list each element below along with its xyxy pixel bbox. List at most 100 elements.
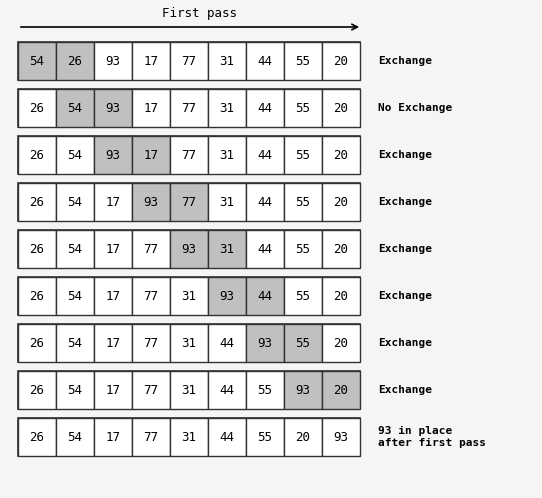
Bar xyxy=(56,230,94,268)
Bar xyxy=(246,183,284,221)
Bar xyxy=(322,324,360,362)
Text: Exchange: Exchange xyxy=(378,244,432,254)
Bar xyxy=(208,418,246,456)
Text: Exchange: Exchange xyxy=(378,291,432,301)
Bar xyxy=(132,324,170,362)
Text: 26: 26 xyxy=(29,337,44,350)
Text: Exchange: Exchange xyxy=(378,338,432,348)
Text: 44: 44 xyxy=(220,337,235,350)
Text: 77: 77 xyxy=(144,337,158,350)
Text: 93: 93 xyxy=(106,148,120,161)
Text: 54: 54 xyxy=(68,383,82,396)
Bar xyxy=(132,136,170,174)
Bar xyxy=(132,371,170,409)
Bar xyxy=(94,277,132,315)
Bar xyxy=(170,230,208,268)
Text: 54: 54 xyxy=(68,102,82,115)
Text: Exchange: Exchange xyxy=(378,197,432,207)
Bar xyxy=(18,418,360,456)
Text: 93: 93 xyxy=(106,102,120,115)
Text: 17: 17 xyxy=(106,243,120,255)
Text: 55: 55 xyxy=(257,430,273,444)
Text: 17: 17 xyxy=(144,54,158,68)
Bar xyxy=(94,89,132,127)
Bar xyxy=(246,324,284,362)
Text: 55: 55 xyxy=(295,102,311,115)
Bar xyxy=(170,418,208,456)
Text: 26: 26 xyxy=(68,54,82,68)
Text: 31: 31 xyxy=(220,243,235,255)
Text: 31: 31 xyxy=(182,337,197,350)
Text: 44: 44 xyxy=(257,54,273,68)
Text: 77: 77 xyxy=(182,102,197,115)
Bar xyxy=(322,418,360,456)
Text: 54: 54 xyxy=(68,243,82,255)
Bar xyxy=(18,277,56,315)
Bar xyxy=(18,230,56,268)
Text: 77: 77 xyxy=(144,243,158,255)
Text: 54: 54 xyxy=(68,430,82,444)
Text: 20: 20 xyxy=(333,383,349,396)
Text: 44: 44 xyxy=(257,148,273,161)
Bar xyxy=(56,136,94,174)
Bar xyxy=(208,183,246,221)
Text: 17: 17 xyxy=(106,337,120,350)
Text: 77: 77 xyxy=(182,54,197,68)
Text: Exchange: Exchange xyxy=(378,150,432,160)
Bar xyxy=(132,183,170,221)
Bar xyxy=(322,277,360,315)
Text: 44: 44 xyxy=(257,243,273,255)
Text: 55: 55 xyxy=(295,54,311,68)
Text: 93: 93 xyxy=(182,243,197,255)
Text: 93: 93 xyxy=(295,383,311,396)
Text: 93 in place
after first pass: 93 in place after first pass xyxy=(378,426,486,448)
Text: 26: 26 xyxy=(29,243,44,255)
Bar xyxy=(18,42,56,80)
Bar xyxy=(18,42,360,80)
Text: 55: 55 xyxy=(295,148,311,161)
Bar xyxy=(56,324,94,362)
Text: 17: 17 xyxy=(144,148,158,161)
Text: 31: 31 xyxy=(220,54,235,68)
Text: 93: 93 xyxy=(333,430,349,444)
Bar xyxy=(284,418,322,456)
Bar xyxy=(246,136,284,174)
Text: 44: 44 xyxy=(220,383,235,396)
Bar xyxy=(94,183,132,221)
Text: 26: 26 xyxy=(29,383,44,396)
Bar xyxy=(170,183,208,221)
Text: 17: 17 xyxy=(106,430,120,444)
Bar xyxy=(284,42,322,80)
Text: 31: 31 xyxy=(182,430,197,444)
Bar xyxy=(208,42,246,80)
Bar xyxy=(284,230,322,268)
Text: 20: 20 xyxy=(333,102,349,115)
Bar xyxy=(284,277,322,315)
Bar xyxy=(284,136,322,174)
Text: 54: 54 xyxy=(68,196,82,209)
Bar xyxy=(56,418,94,456)
Text: 55: 55 xyxy=(295,196,311,209)
Bar xyxy=(132,230,170,268)
Bar xyxy=(322,136,360,174)
Bar xyxy=(170,371,208,409)
Text: 93: 93 xyxy=(220,289,235,302)
Text: 31: 31 xyxy=(220,196,235,209)
Bar xyxy=(18,418,56,456)
Text: 93: 93 xyxy=(144,196,158,209)
Text: 44: 44 xyxy=(257,196,273,209)
Text: 20: 20 xyxy=(295,430,311,444)
Text: 20: 20 xyxy=(333,148,349,161)
Bar xyxy=(56,277,94,315)
Text: 44: 44 xyxy=(257,289,273,302)
Bar xyxy=(18,136,360,174)
Text: 54: 54 xyxy=(68,148,82,161)
Bar xyxy=(170,324,208,362)
Bar xyxy=(132,277,170,315)
Bar xyxy=(170,89,208,127)
Text: 44: 44 xyxy=(220,430,235,444)
Text: 31: 31 xyxy=(182,289,197,302)
Bar xyxy=(132,42,170,80)
Bar xyxy=(18,371,56,409)
Bar xyxy=(56,89,94,127)
